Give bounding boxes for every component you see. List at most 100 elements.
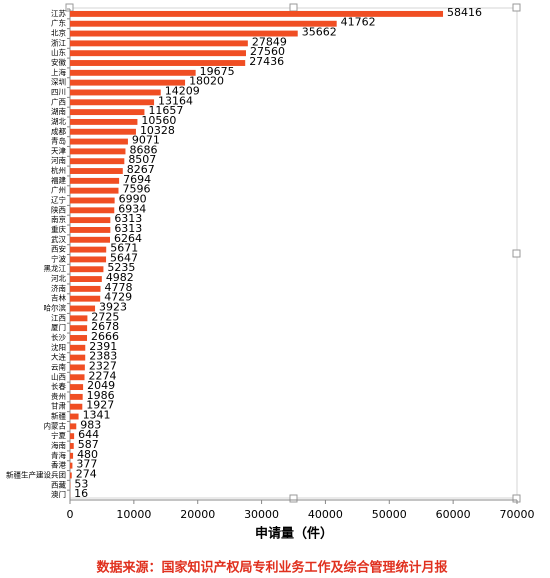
y-tick-label: 深圳: [51, 77, 66, 87]
bar: [70, 393, 83, 400]
y-tick-label: 辽宁: [51, 194, 66, 204]
value-label: 58416: [447, 6, 482, 19]
y-tick-label: 宁夏: [51, 430, 66, 440]
y-tick-label: 四川: [51, 87, 66, 96]
y-tick-label: 广州: [51, 185, 66, 195]
value-label: 11657: [148, 104, 183, 117]
bar: [70, 30, 298, 37]
handle: [512, 249, 521, 258]
y-tick-label: 沈阳: [51, 342, 66, 352]
x-tick-label: 0: [67, 508, 74, 521]
bar: [70, 295, 101, 302]
y-tick-label: 贵州: [51, 391, 66, 401]
value-label: 6313: [114, 212, 142, 225]
value-label: 7596: [123, 183, 151, 196]
value-label: 2049: [87, 379, 115, 392]
bar: [70, 384, 84, 391]
value-label: 16: [74, 487, 88, 500]
y-tick-label: 西安: [51, 244, 66, 254]
y-tick-label: 厦门: [51, 323, 66, 332]
y-tick-label: 甘肃: [51, 401, 66, 411]
handle: [289, 494, 298, 503]
bar: [70, 99, 155, 106]
y-tick-label: 山西: [51, 371, 66, 381]
bar: [70, 472, 72, 479]
value-label: 9071: [132, 134, 160, 147]
y-tick-label: 湖南: [51, 106, 66, 116]
y-tick-label: 大连: [51, 352, 66, 362]
value-label: 8267: [127, 163, 155, 176]
x-tick-label: 50000: [372, 508, 407, 521]
value-label: 35662: [302, 26, 337, 39]
source-note: 数据来源：国家知识产权局专利业务工作及综合管理统计月报: [96, 560, 448, 576]
y-tick-label: 西藏: [51, 479, 66, 489]
value-label: 1986: [87, 389, 115, 402]
value-label: 10328: [140, 124, 175, 137]
y-tick-label: 广西: [51, 96, 66, 106]
y-tick-label: 吉林: [51, 293, 66, 303]
value-label: 8686: [129, 143, 157, 156]
value-label: 6990: [119, 192, 147, 205]
y-tick-label: 新疆生产建设兵团: [6, 469, 66, 479]
value-label: 10560: [141, 114, 176, 127]
value-label: 27849: [252, 35, 287, 48]
y-tick-label: 天津: [51, 146, 66, 155]
y-tick-label: 济南: [51, 283, 66, 293]
value-label: 1927: [86, 399, 114, 412]
bar: [70, 364, 85, 371]
y-tick-label: 福建: [51, 175, 66, 185]
bar: [70, 168, 123, 174]
bar: [70, 462, 73, 469]
y-tick-label: 青海: [51, 450, 66, 460]
y-tick-label: 新疆: [51, 411, 66, 421]
bar: [70, 227, 111, 233]
value-label: 27436: [249, 55, 284, 68]
bar: [70, 403, 83, 410]
y-tick-label: 内蒙古: [44, 420, 67, 430]
bar: [70, 443, 74, 449]
bar: [70, 138, 128, 145]
y-tick-label: 安徽: [51, 57, 66, 67]
value-label: 480: [77, 448, 98, 461]
y-tick-label: 成都: [51, 126, 66, 136]
value-label: 1341: [83, 409, 111, 422]
value-label: 2274: [89, 369, 117, 382]
bar: [70, 452, 74, 459]
y-tick-label: 湖北: [51, 117, 66, 126]
bar: [70, 187, 119, 194]
y-tick-label: 宁波: [51, 253, 66, 263]
value-label: 6264: [114, 232, 142, 245]
handle: [289, 3, 298, 12]
value-label: 644: [78, 428, 99, 441]
value-label: 5671: [110, 242, 138, 255]
x-tick-label: 30000: [244, 508, 279, 521]
y-tick-label: 杭州: [51, 165, 66, 175]
bar: [70, 236, 111, 243]
value-label: 6313: [114, 222, 142, 235]
bar: [70, 315, 88, 322]
bar: [70, 433, 75, 440]
value-label: 3923: [99, 301, 127, 314]
bar: [70, 69, 196, 76]
value-label: 274: [76, 467, 97, 480]
value-label: 6934: [118, 202, 146, 215]
bar: [70, 128, 136, 135]
y-tick-label: 香港: [51, 460, 66, 470]
value-label: 7694: [123, 173, 151, 186]
bar: [70, 256, 107, 263]
bar: [70, 50, 246, 57]
value-label: 4778: [105, 281, 133, 294]
value-label: 14209: [165, 84, 200, 97]
bar: [70, 423, 77, 430]
y-tick-label: 陕西: [51, 204, 66, 214]
y-tick-label: 青岛: [51, 136, 66, 146]
bar: [70, 118, 138, 125]
bar: [70, 246, 107, 253]
y-tick-label: 海南: [51, 440, 66, 450]
value-label: 2678: [91, 320, 119, 333]
value-label: 19675: [200, 65, 235, 78]
value-label: 377: [76, 458, 97, 471]
x-tick-label: 60000: [436, 508, 471, 521]
y-tick-label: 北京: [51, 28, 66, 38]
bar: [70, 305, 96, 312]
